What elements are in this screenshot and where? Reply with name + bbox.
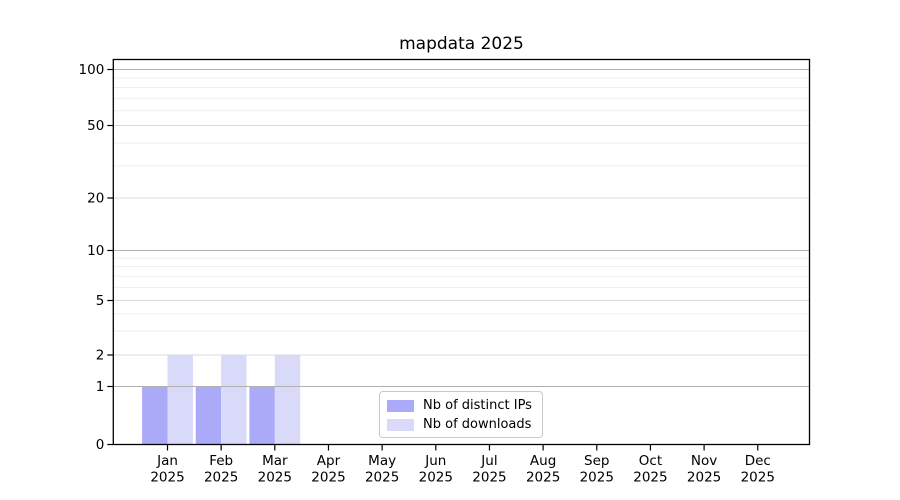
x-tick-label-month-mar: Mar (262, 453, 288, 469)
x-tick-label-year-sep: 2025 (580, 470, 614, 486)
x-tick-label-year-jun: 2025 (419, 470, 453, 486)
legend-item-downloads: Nb of downloads (387, 415, 542, 434)
bar-downloads-mar (274, 355, 301, 445)
y-tick-label-50: 50 (87, 118, 104, 134)
x-tick-label-year-mar: 2025 (258, 470, 292, 486)
legend: Nb of distinct IPs Nb of downloads (379, 391, 543, 438)
x-tick-label-month-aug: Aug (530, 453, 556, 469)
bar-distinct-ips-feb (195, 386, 222, 445)
bar-distinct-ips-jan (142, 386, 168, 445)
y-tick-label-1: 1 (96, 379, 105, 395)
x-tick-label-year-nov: 2025 (687, 470, 721, 486)
x-tick-label-year-oct: 2025 (633, 470, 667, 486)
y-tick-label-5: 5 (96, 293, 105, 309)
y-tick-label-20: 20 (87, 191, 104, 207)
legend-swatch-downloads (387, 418, 414, 431)
legend-swatch-distinct-ips (387, 399, 414, 412)
x-tick-label-month-apr: Apr (317, 453, 341, 469)
x-tick-label-month-jul: Jul (480, 453, 497, 469)
y-tick-label-0: 0 (96, 437, 105, 453)
x-tick-label-month-nov: Nov (691, 453, 717, 469)
bar-distinct-ips-mar (249, 386, 275, 445)
bar-downloads-feb (221, 355, 247, 445)
y-tick-label-10: 10 (87, 243, 104, 259)
x-tick-label-year-may: 2025 (365, 470, 399, 486)
x-tick-label-year-aug: 2025 (526, 470, 560, 486)
x-tick-label-month-oct: Oct (639, 453, 662, 469)
y-tick-label-2: 2 (96, 348, 105, 364)
x-tick-label-year-feb: 2025 (204, 470, 238, 486)
chart-title: mapdata 2025 (399, 34, 524, 54)
x-tick-label-month-jan: Jan (156, 453, 178, 469)
x-tick-label-month-feb: Feb (209, 453, 233, 469)
x-tick-label-month-jun: Jun (424, 453, 446, 469)
x-tick-label-month-sep: Sep (584, 453, 609, 469)
legend-label-downloads: Nb of downloads (423, 417, 532, 432)
legend-label-distinct-ips: Nb of distinct IPs (423, 398, 532, 413)
plot-border (112, 58, 811, 446)
x-tick-label-month-dec: Dec (745, 453, 771, 469)
x-tick-label-year-dec: 2025 (741, 470, 775, 486)
legend-item-distinct-ips: Nb of distinct IPs (387, 396, 542, 415)
x-tick-label-month-may: May (368, 453, 396, 469)
bar-downloads-jan (167, 355, 193, 445)
x-tick-label-year-jan: 2025 (150, 470, 184, 486)
x-tick-label-year-apr: 2025 (311, 470, 345, 486)
x-tick-label-year-jul: 2025 (472, 470, 506, 486)
y-tick-label-100: 100 (79, 62, 105, 78)
